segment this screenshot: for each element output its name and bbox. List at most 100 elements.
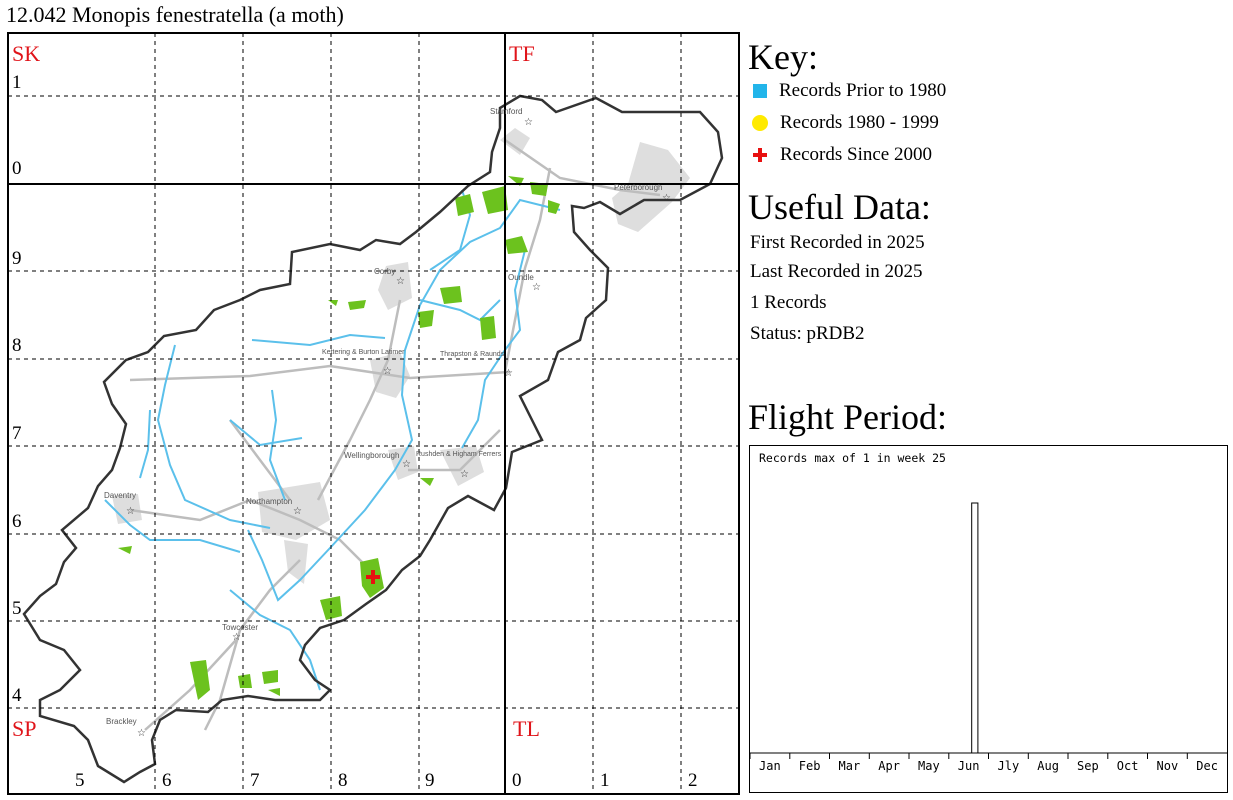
month-label-dec: Dec — [1196, 759, 1218, 773]
town-daventry: Daventry ☆ — [104, 491, 136, 517]
key-title: Key: — [748, 37, 818, 77]
town-towcester: Towcester☆ — [222, 623, 258, 643]
col-label: 1 — [600, 770, 610, 791]
row-label: 5 — [12, 598, 22, 619]
col-label: 5 — [75, 770, 85, 791]
row-label: 1 — [12, 72, 22, 93]
flight-period-chart: Records max of 1 in week 25 Jan Feb Mar Apr… — [749, 445, 1228, 793]
key-item-since-2000: Records Since 2000 — [752, 144, 932, 166]
key-item-label: Records 1980 - 1999 — [780, 112, 939, 133]
status: Status: pRDB2 — [750, 323, 865, 344]
distribution-map: Stamford☆ Peterborough☆ Corby☆ Oundle☆ K… — [7, 32, 740, 795]
svg-text:☆: ☆ — [524, 117, 533, 128]
row-label: 6 — [12, 511, 22, 532]
bars — [971, 502, 979, 754]
svg-text:☆: ☆ — [293, 506, 302, 517]
woodland — [118, 176, 560, 700]
page-title: 12.042 Monopis fenestratella (a moth) — [6, 2, 344, 27]
svg-text:Oundle: Oundle — [508, 273, 534, 282]
col-label: 9 — [425, 770, 435, 791]
cross-icon — [752, 147, 768, 163]
svg-text:☆: ☆ — [383, 366, 392, 377]
town-stamford: Stamford☆ — [490, 107, 533, 128]
circle-icon — [752, 115, 768, 131]
svg-text:Stamford: Stamford — [490, 107, 522, 116]
month-label-sep: Sep — [1077, 759, 1099, 773]
svg-text:☆: ☆ — [396, 276, 405, 287]
svg-text:Daventry: Daventry — [104, 491, 136, 500]
grid-label-tl: TL — [513, 716, 540, 741]
key-item-prior-1980: Records Prior to 1980 — [752, 80, 946, 102]
row-label: 8 — [12, 335, 22, 356]
svg-text:Kettering & Burton Latimer: Kettering & Burton Latimer — [322, 349, 405, 356]
svg-text:☆: ☆ — [402, 459, 411, 470]
grid-minor — [8, 33, 739, 794]
month-label-apr: Apr — [878, 759, 900, 773]
col-label: 6 — [162, 770, 172, 791]
record-count: 1 Records — [750, 292, 827, 313]
svg-text:☆: ☆ — [504, 368, 513, 379]
col-label: 0 — [512, 770, 522, 791]
month-labels: Jan Feb Mar Apr May Jun Jly Aug Sep Oct Nov Dec — [759, 759, 1218, 773]
town-peterborough: Peterborough☆ — [614, 183, 671, 204]
row-label: 4 — [12, 685, 22, 706]
town-northampton: Northampton☆ — [246, 497, 302, 517]
svg-text:☆: ☆ — [460, 469, 469, 480]
svg-text:Corby: Corby — [374, 267, 395, 276]
square-icon — [753, 84, 767, 98]
month-label-jun: Jun — [958, 759, 980, 773]
svg-text:Peterborough: Peterborough — [614, 183, 662, 192]
row-label: 9 — [12, 248, 22, 269]
key-item-label: Records Since 2000 — [780, 144, 932, 165]
key-item-label: Records Prior to 1980 — [779, 80, 947, 101]
week-bar-25 — [971, 502, 979, 754]
roads — [129, 138, 661, 731]
grid-label-sp: SP — [12, 716, 36, 741]
last-recorded: Last Recorded in 2025 — [750, 261, 923, 282]
town-brackley: Brackley☆ — [106, 717, 146, 739]
svg-text:Brackley: Brackley — [106, 717, 137, 726]
svg-text:Towcester: Towcester — [222, 623, 258, 632]
month-label-jly: Jly — [998, 759, 1020, 773]
col-label: 8 — [338, 770, 348, 791]
svg-text:☆: ☆ — [532, 282, 541, 293]
svg-text:Rushden & Higham Ferrers: Rushden & Higham Ferrers — [416, 451, 502, 458]
svg-text:☆: ☆ — [137, 728, 146, 739]
first-recorded: First Recorded in 2025 — [750, 232, 925, 253]
svg-text:☆: ☆ — [126, 506, 135, 517]
town-corby: Corby☆ — [374, 267, 405, 287]
month-label-may: May — [918, 759, 940, 773]
month-label-jan: Jan — [759, 759, 781, 773]
row-label: 0 — [12, 158, 22, 179]
chart-header: Records max of 1 in week 25 — [759, 451, 946, 465]
town-kettering: Kettering & Burton Latimer ☆ — [322, 349, 405, 377]
urban-areas — [112, 128, 690, 584]
month-label-feb: Feb — [799, 759, 821, 773]
month-label-aug: Aug — [1037, 759, 1059, 773]
col-label: 2 — [688, 770, 698, 791]
town-rushden: Rushden & Higham Ferrers ☆ — [416, 451, 502, 480]
row-label: 7 — [12, 423, 22, 444]
grid-label-tf: TF — [509, 41, 535, 66]
town-thrapston: Thrapston & Raunds ☆ — [440, 351, 513, 379]
svg-text:☆: ☆ — [662, 193, 671, 204]
town-oundle: Oundle☆ — [508, 273, 541, 293]
month-label-nov: Nov — [1157, 759, 1179, 773]
grid-label-sk: SK — [12, 41, 40, 66]
svg-text:Wellingborough: Wellingborough — [344, 451, 399, 460]
svg-text:Thrapston & Raunds: Thrapston & Raunds — [440, 351, 505, 358]
col-label: 7 — [250, 770, 260, 791]
record-marker-since-2000 — [366, 570, 380, 584]
county-boundary — [22, 94, 724, 784]
useful-data-title: Useful Data: — [748, 187, 931, 227]
svg-text:☆: ☆ — [232, 632, 241, 643]
grid-major — [7, 32, 740, 795]
town-wellingborough: Wellingborough☆ — [344, 451, 411, 470]
key-item-1980-1999: Records 1980 - 1999 — [752, 112, 939, 134]
month-label-oct: Oct — [1117, 759, 1139, 773]
chart-frame — [749, 445, 1228, 793]
month-ticks — [749, 753, 1188, 759]
month-label-mar: Mar — [839, 759, 861, 773]
flight-period-title: Flight Period: — [748, 397, 948, 437]
svg-text:Northampton: Northampton — [246, 497, 292, 506]
